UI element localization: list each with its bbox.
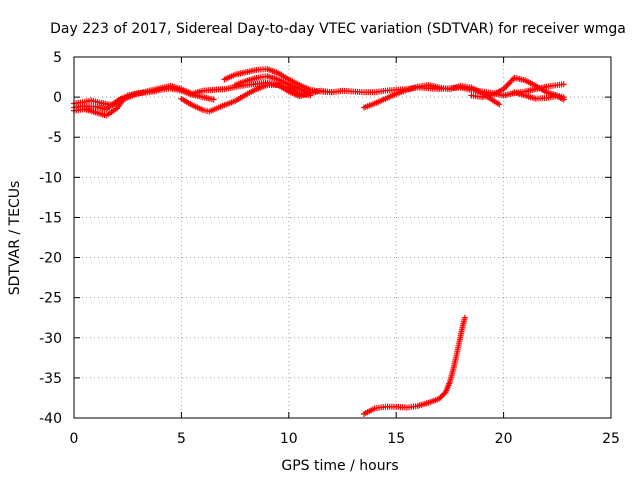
- x-tick-label: 0: [70, 431, 79, 447]
- y-tick-label: -30: [39, 331, 62, 347]
- x-tick-labels: 0 5 10 15 20 25: [70, 431, 620, 447]
- series-trace-8: [468, 74, 567, 101]
- data-series: [71, 66, 567, 417]
- y-tick-label: -10: [39, 170, 62, 186]
- plot-border: [73, 56, 612, 419]
- y-tick-label: 0: [53, 90, 62, 106]
- series-trace-3: [71, 95, 125, 109]
- grid-lines: [74, 57, 611, 418]
- data-point: [118, 95, 125, 102]
- x-tick-label: 20: [495, 431, 513, 447]
- series-trace-6: [232, 73, 314, 97]
- x-tick-label: 5: [177, 431, 186, 447]
- data-point: [496, 101, 503, 108]
- y-tick-label: -15: [39, 210, 62, 226]
- data-point: [560, 81, 567, 88]
- y-tick-label: -40: [39, 411, 62, 427]
- data-point: [560, 96, 567, 103]
- chart-title: Day 223 of 2017, Sidereal Day-to-day VTE…: [50, 21, 626, 37]
- y-tick-label: -5: [48, 130, 62, 146]
- y-tick-label: -20: [39, 251, 62, 267]
- data-point: [307, 90, 314, 97]
- x-axis-label: GPS time / hours: [281, 458, 398, 474]
- y-axis-label: SDTVAR / TECUs: [7, 181, 23, 296]
- y-tick-label: 5: [53, 50, 62, 66]
- y-tick-labels: -40 -35 -30 -25 -20 -15 -10 -5 0 5: [39, 50, 62, 427]
- data-point: [441, 390, 448, 397]
- data-point: [328, 89, 335, 96]
- y-tick-label: -25: [39, 291, 62, 307]
- x-tick-label: 10: [280, 431, 298, 447]
- series-trace-9: [511, 89, 567, 103]
- data-point: [461, 314, 468, 321]
- y-tick-label: -35: [39, 371, 62, 387]
- x-tick-label: 25: [602, 431, 620, 447]
- data-point: [210, 96, 217, 103]
- series-trace-10: [360, 314, 468, 417]
- x-tick-label: 15: [387, 431, 405, 447]
